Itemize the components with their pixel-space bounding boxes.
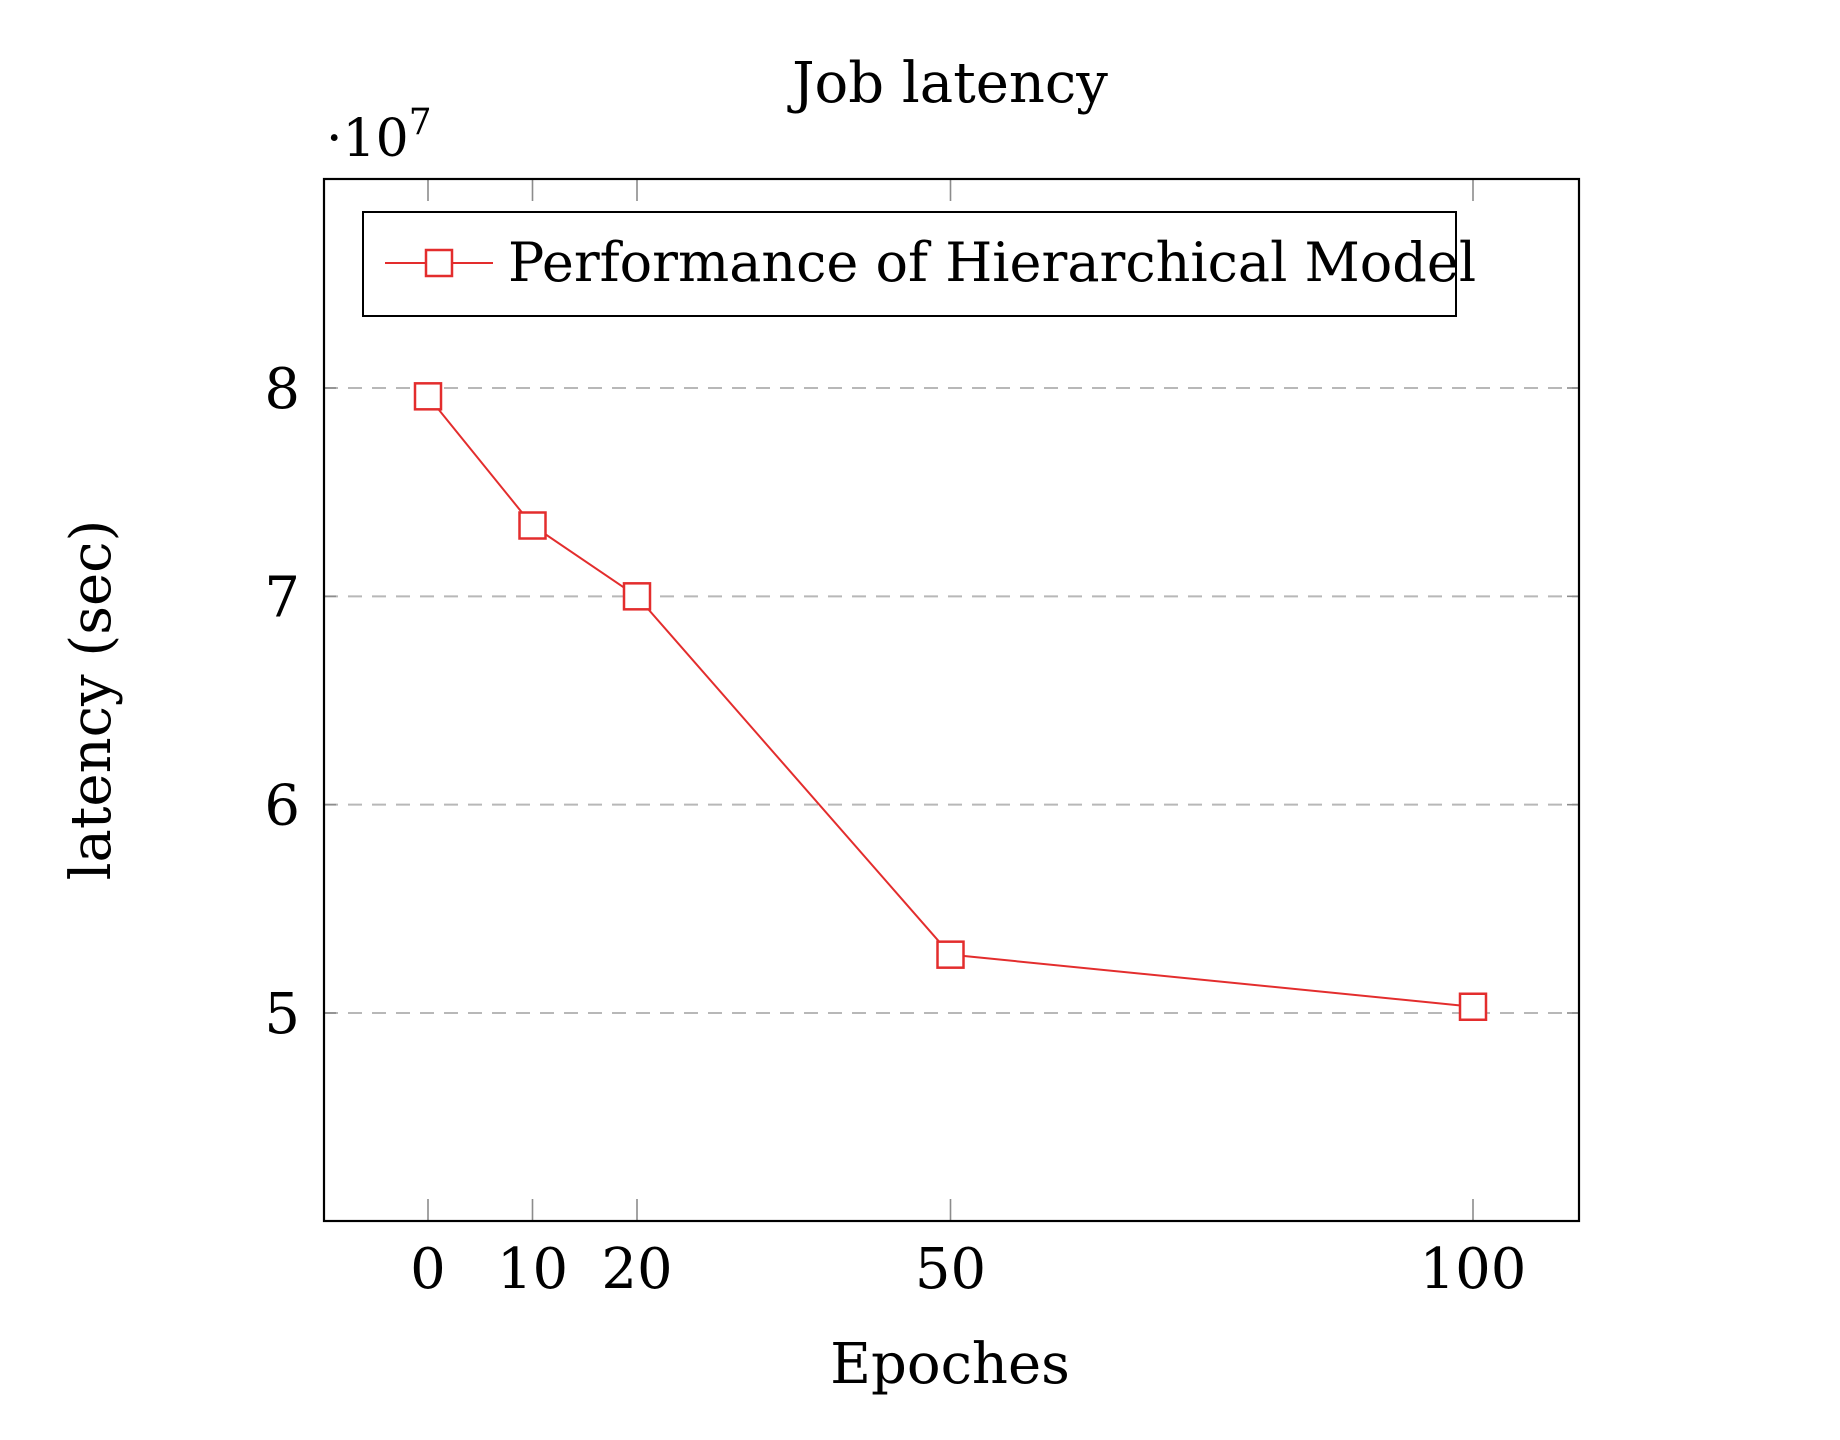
y-tick-label-7: 7 (264, 565, 300, 630)
series-layer (413, 382, 1488, 1021)
chart-title: Job latency (787, 51, 1108, 116)
x-tick-label-0: 0 (410, 1237, 446, 1302)
x-tick-label-20: 20 (601, 1237, 672, 1302)
gridlines (324, 387, 1579, 1014)
x-tick-label-10: 10 (497, 1237, 568, 1302)
y-axis-multiplier-base: ·10 (326, 109, 409, 169)
y-tick-label-6: 6 (264, 774, 300, 839)
axis-ticks (324, 179, 1579, 1221)
legend-box (362, 211, 1457, 317)
data-point-x0 (413, 382, 443, 411)
legend-marker-square (424, 248, 454, 278)
x-axis-label: Epoches (830, 1332, 1070, 1397)
x-axis-tick-labels: 0 10 20 50 100 (410, 1237, 1526, 1302)
y-axis-multiplier-exponent: 7 (409, 102, 432, 143)
y-axis-label: latency (sec) (59, 520, 124, 881)
data-point-x100 (1458, 992, 1488, 1021)
y-tick-label-8: 8 (264, 357, 300, 422)
plot-area-frame (322, 177, 1581, 1223)
x-tick-label-100: 100 (1420, 1237, 1527, 1302)
series-line-0 (427, 395, 1474, 1008)
data-point-x10 (518, 511, 547, 540)
data-point-x50 (936, 940, 965, 969)
legend-label: Performance of Hierarchical Model (508, 231, 1476, 294)
y-tick-label-5: 5 (264, 982, 300, 1047)
y-axis-multiplier: ·107 (326, 102, 432, 169)
legend: Performance of Hierarchical Model (362, 211, 1476, 317)
y-axis-tick-labels: 5 6 7 8 (264, 357, 300, 1047)
data-point-x20 (622, 582, 652, 611)
x-tick-label-50: 50 (915, 1237, 986, 1302)
